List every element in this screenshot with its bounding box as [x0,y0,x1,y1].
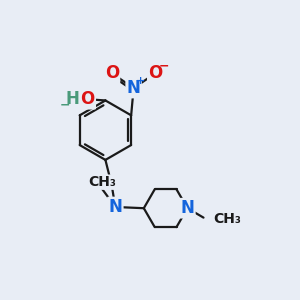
Text: −: − [159,59,169,72]
Text: N: N [181,199,194,217]
Text: −: − [59,98,70,111]
Text: O: O [105,64,119,82]
Text: +: + [136,76,145,86]
Text: N: N [108,198,122,216]
Text: CH₃: CH₃ [88,175,116,189]
Text: H: H [66,90,80,108]
Text: CH₃: CH₃ [213,212,241,226]
Text: N: N [127,79,141,97]
Text: O: O [148,64,163,82]
Text: O: O [80,90,95,108]
